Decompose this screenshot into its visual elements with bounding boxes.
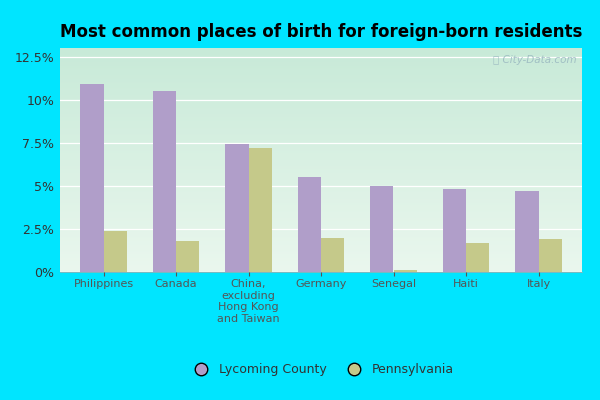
Bar: [394, 270, 417, 272]
Bar: [443, 189, 466, 272]
Bar: [176, 241, 199, 272]
Text: Most common places of birth for foreign-born residents: Most common places of birth for foreign-…: [60, 23, 583, 41]
Bar: [370, 186, 394, 272]
Bar: [321, 238, 344, 272]
Bar: [298, 177, 321, 272]
Bar: [153, 91, 176, 272]
Text: ⌕ City-Data.com: ⌕ City-Data.com: [493, 55, 577, 65]
Bar: [466, 243, 489, 272]
Legend: Lycoming County, Pennsylvania: Lycoming County, Pennsylvania: [182, 357, 460, 382]
Bar: [104, 231, 127, 272]
Bar: [515, 191, 539, 272]
Bar: [539, 239, 562, 272]
Bar: [80, 84, 104, 272]
Bar: [248, 148, 272, 272]
Bar: [226, 144, 248, 272]
